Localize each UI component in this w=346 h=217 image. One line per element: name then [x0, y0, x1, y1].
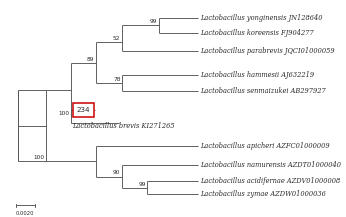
FancyBboxPatch shape [73, 104, 94, 117]
Text: Lactobacillus senmaizukei AB297927: Lactobacillus senmaizukei AB297927 [200, 87, 326, 95]
Text: 234: 234 [77, 107, 90, 113]
Text: Lactobacillus apicheri AZFC01000009: Lactobacillus apicheri AZFC01000009 [200, 142, 330, 150]
Text: 0.0020: 0.0020 [16, 211, 35, 216]
Text: Lactobacillus zymae AZDW01000036: Lactobacillus zymae AZDW01000036 [200, 191, 326, 199]
Text: Lactobacillus acidifernae AZDV01000008: Lactobacillus acidifernae AZDV01000008 [200, 177, 340, 185]
Text: 52: 52 [113, 36, 120, 41]
Text: Lactobacillus koreensis FJ904277: Lactobacillus koreensis FJ904277 [200, 29, 314, 37]
Text: 99: 99 [150, 19, 157, 24]
Text: Lactobacillus hammesii AJ632219: Lactobacillus hammesii AJ632219 [200, 71, 315, 79]
Text: 99: 99 [138, 182, 146, 187]
Text: Lactobacillus namurensis AZDT01000040: Lactobacillus namurensis AZDT01000040 [200, 161, 341, 169]
Text: 89: 89 [87, 57, 94, 62]
Text: 90: 90 [113, 170, 120, 176]
Text: 100: 100 [58, 111, 69, 116]
Text: Lactobacillus parabrevis JQCI01000059: Lactobacillus parabrevis JQCI01000059 [200, 47, 335, 55]
Text: Lactobacillus yonginensis JN128640: Lactobacillus yonginensis JN128640 [200, 13, 323, 21]
Text: Lactobacillus brevis KI271265: Lactobacillus brevis KI271265 [72, 122, 175, 130]
Text: 78: 78 [113, 77, 120, 82]
Text: 100: 100 [33, 155, 44, 160]
